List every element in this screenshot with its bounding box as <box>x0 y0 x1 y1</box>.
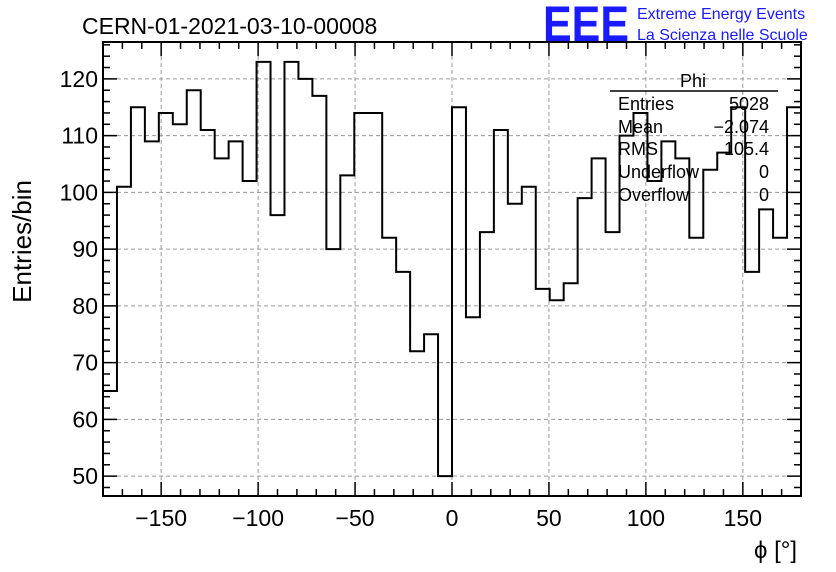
stats-label-overflow: Overflow <box>618 185 690 205</box>
stats-label-rms: RMS <box>618 139 658 159</box>
y-tick-label: 110 <box>61 123 98 149</box>
eee-logo-line1: Extreme Energy Events <box>637 6 805 23</box>
stats-box: Phi Entries 5028 Mean −2.074 RMS 105.4 U… <box>610 71 778 205</box>
x-tick-label: 50 <box>536 505 562 531</box>
stats-title: Phi <box>680 71 706 91</box>
chart-title: CERN-01-2021-03-10-00008 <box>82 13 377 39</box>
stats-label-entries: Entries <box>618 94 674 114</box>
y-axis-label: Entries/bin <box>7 180 37 303</box>
stats-label-underflow: Underflow <box>618 162 700 182</box>
histogram-outline <box>102 60 801 496</box>
y-tick-label: 80 <box>72 293 98 319</box>
plot-frame <box>102 41 802 497</box>
x-axis-label: ϕ [°] <box>754 537 797 564</box>
x-tick-label: −50 <box>336 505 375 531</box>
x-tick-label: −150 <box>135 505 187 531</box>
x-axis-ticks: −150 −100 −50 0 50 100 150 <box>102 42 802 531</box>
stats-label-mean: Mean <box>618 117 663 137</box>
eee-logo-mark: EEE <box>543 0 629 52</box>
x-tick-label: 100 <box>627 505 665 531</box>
stats-value-rms: 105.4 <box>724 139 769 159</box>
y-tick-label: 120 <box>60 66 98 92</box>
x-tick-label: 0 <box>446 505 459 531</box>
eee-logo: EEE Extreme Energy Events La Scienza nel… <box>543 0 808 52</box>
eee-logo-line2: La Scienza nelle Scuole <box>637 27 808 44</box>
y-tick-label: 70 <box>72 350 98 376</box>
stats-value-overflow: 0 <box>759 185 769 205</box>
y-tick-label: 50 <box>72 463 98 489</box>
x-tick-label: −100 <box>232 505 284 531</box>
y-axis-ticks: 50 60 70 80 90 100 110 120 <box>60 44 801 489</box>
y-tick-label: 100 <box>60 179 98 205</box>
y-tick-label: 90 <box>72 236 98 262</box>
stats-value-mean: −2.074 <box>713 117 769 137</box>
y-tick-label: 60 <box>72 406 98 432</box>
stats-value-entries: 5028 <box>729 94 769 114</box>
stats-value-underflow: 0 <box>759 162 769 182</box>
x-tick-label: 150 <box>724 505 762 531</box>
